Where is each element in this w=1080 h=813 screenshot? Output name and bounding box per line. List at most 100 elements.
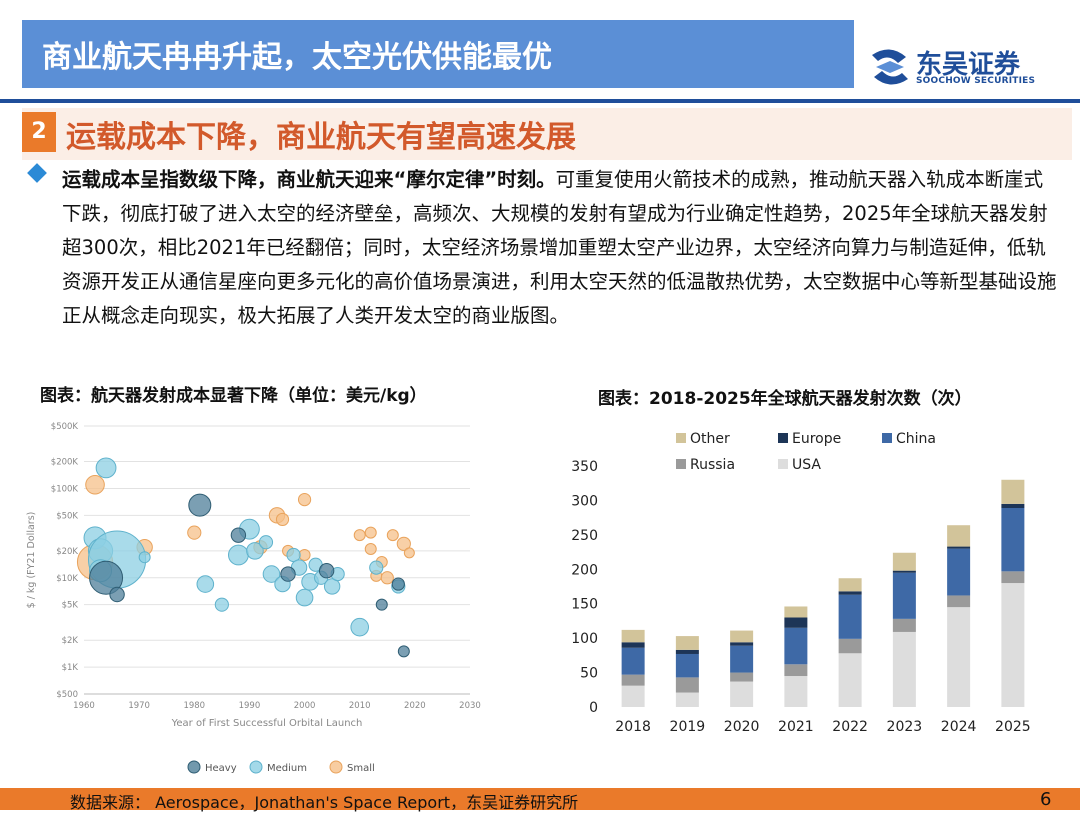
bar-x-tick-label: 2018 [615, 719, 651, 735]
bar-legend-label: Europe [792, 431, 841, 447]
scatter-point-heavy [391, 577, 405, 591]
scatter-point-small [353, 529, 366, 542]
scatter-x-tick-label: 1980 [183, 701, 205, 711]
scatter-point-medium [258, 535, 274, 550]
scatter-point-small [380, 571, 394, 585]
scatter-legend-label: Medium [267, 763, 307, 774]
scatter-y-axis-title: $ / kg (FY21 Dollars) [26, 512, 37, 609]
scatter-y-tick-label: $1K [62, 663, 79, 673]
scatter-x-tick-label: 2000 [294, 701, 316, 711]
logo-text: 东吴证券 [916, 50, 1021, 80]
scatter-point-small [396, 536, 411, 551]
scatter-point-medium [295, 588, 314, 607]
scatter-point-heavy [280, 566, 296, 582]
bar-segment-china [675, 653, 699, 678]
bar-segment-other [675, 636, 699, 650]
scatter-x-tick-label: 1960 [73, 701, 95, 711]
bar-x-tick-label: 2025 [995, 719, 1031, 735]
bar-segment-china [838, 594, 862, 639]
bar-x-tick-label: 2020 [724, 719, 760, 735]
bar-segment-usa [1001, 583, 1025, 707]
scatter-point-medium [350, 617, 370, 637]
bar-x-tick-label: 2023 [887, 719, 923, 735]
scatter-point-heavy [397, 645, 410, 658]
bar-legend-swatch [882, 433, 892, 443]
scatter-point-heavy [230, 527, 247, 543]
bar-segment-usa [621, 685, 645, 707]
bar-segment-other [947, 525, 971, 547]
bar-segment-china [730, 645, 754, 673]
scatter-y-tick-label: $20K [56, 547, 78, 557]
scatter-x-tick-label: 1990 [239, 701, 261, 711]
bar-segment-usa [784, 676, 808, 707]
launch-cost-scatter-chart: $500 $1K $2K $5K $10K $20K $50K $100K $200K $500K… [26, 422, 481, 774]
scatter-point-small [298, 548, 311, 561]
scatter-point-medium [214, 597, 229, 612]
bar-y-tick-label: 250 [571, 528, 598, 544]
scatter-legend-marker [249, 760, 263, 774]
soochow-logo-icon [872, 49, 908, 85]
bar-segment-europe [947, 546, 971, 549]
bar-segment-china [947, 548, 971, 596]
scatter-point-medium [228, 544, 249, 566]
scatter-x-tick-label: 2010 [349, 701, 371, 711]
scatter-point-small [275, 512, 290, 527]
bar-legend-swatch [778, 433, 788, 443]
footer-band [0, 788, 1080, 810]
scatter-point-medium [246, 542, 264, 560]
bar-segment-russia [838, 638, 862, 654]
section-band [22, 108, 1072, 160]
paragraph-body: 可重复使用火箭技术的成熟，推动航天器入轨成本断崖式下跌，彻底打破了进入太空的经济… [62, 168, 1057, 327]
bar-segment-europe [784, 617, 808, 628]
scatter-point-small [364, 526, 377, 539]
bar-segment-other [838, 578, 862, 592]
bar-legend-swatch [676, 459, 686, 469]
bar-y-tick-label: 50 [580, 666, 598, 682]
scatter-point-medium [262, 565, 281, 583]
scatter-y-tick-label: $2K [62, 636, 79, 646]
scatter-point-medium [369, 560, 384, 575]
bar-segment-other [784, 606, 808, 618]
scatter-x-tick-label: 2020 [404, 701, 426, 711]
bar-segment-europe [838, 591, 862, 595]
bar-segment-russia [892, 618, 916, 632]
body-paragraph: 运载成本呈指数级下降，商业航天迎来“摩尔定律”时刻。可重复使用火箭技术的成熟，推… [62, 163, 1060, 333]
scatter-point-medium [196, 575, 215, 593]
section-number: 2 [22, 112, 56, 152]
scatter-legend-marker [329, 760, 343, 774]
bar-legend-swatch [676, 433, 686, 443]
diamond-bullet-icon [27, 163, 47, 183]
scatter-y-tick-label: $500K [51, 422, 79, 432]
scatter-point-small [187, 525, 202, 540]
bar-legend-label: USA [792, 457, 821, 473]
bar-segment-europe [730, 642, 754, 646]
bar-y-tick-label: 0 [589, 700, 598, 716]
scatter-y-tick-label: $50K [56, 511, 78, 521]
left-chart-caption: 图表：航天器发射成本显著下降（单位：美元/kg） [40, 386, 427, 406]
launch-count-bar-chart: 0 50 100 150 200 250 300 350 2018 2019 2020 2021 202… [571, 431, 1031, 735]
bar-segment-usa [838, 653, 862, 707]
bar-y-tick-label: 300 [571, 493, 598, 509]
scatter-point-small [403, 547, 415, 559]
scatter-legend-label: Small [347, 763, 375, 774]
bar-y-tick-label: 200 [571, 562, 598, 578]
scatter-y-tick-label: $5K [62, 601, 79, 611]
scatter-point-heavy [188, 493, 212, 517]
bar-segment-russia [621, 674, 645, 686]
scatter-x-tick-label: 1970 [128, 701, 150, 711]
bar-legend-label: Russia [690, 457, 735, 473]
bar-segment-china [1001, 508, 1025, 572]
scatter-y-tick-label: $100K [51, 484, 79, 494]
page-title: 商业航天冉冉升起，太空光伏供能最优 [42, 40, 552, 75]
bar-segment-russia [730, 672, 754, 682]
bar-segment-other [892, 552, 916, 571]
bar-segment-usa [947, 607, 971, 707]
scatter-point-heavy [375, 598, 388, 611]
bar-segment-europe [675, 649, 699, 654]
scatter-point-small [364, 542, 377, 555]
bar-segment-russia [784, 664, 808, 677]
bar-legend-swatch [778, 459, 788, 469]
bar-segment-other [730, 630, 754, 643]
bar-x-tick-label: 2019 [670, 719, 706, 735]
bar-segment-usa [730, 681, 754, 707]
